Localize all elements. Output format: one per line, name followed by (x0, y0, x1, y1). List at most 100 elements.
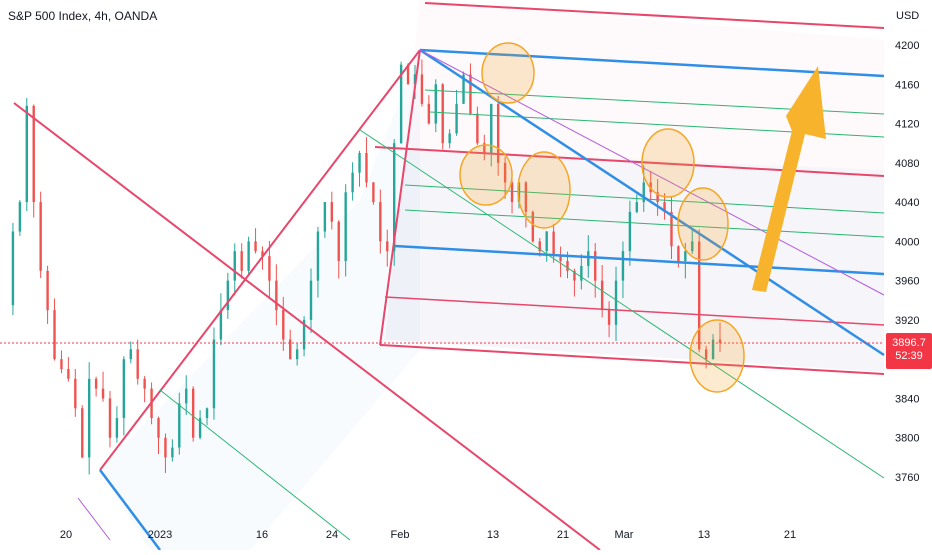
candle-body (164, 437, 167, 458)
green-diagonal (359, 129, 885, 479)
pitchfork-fill-channel (385, 150, 884, 372)
candle-body (379, 202, 382, 242)
candle-body (358, 153, 361, 173)
highlight-circle (517, 151, 571, 229)
pink-line-top (424, 2, 885, 29)
candle-body (101, 388, 105, 399)
candle-body (566, 261, 569, 271)
candle-body (171, 447, 174, 458)
highlight-circle (481, 42, 535, 104)
candle-body (392, 143, 396, 252)
candle-body (240, 251, 243, 271)
candle-body (198, 418, 202, 438)
candle-body (87, 378, 91, 458)
candle-body (399, 64, 403, 144)
candle-body (337, 221, 340, 261)
y-tick-label: 3960 (895, 276, 919, 288)
price-axis[interactable]: 3760380038403880392039604000404040804120… (895, 40, 919, 484)
candle-body (594, 251, 597, 281)
candle-body (455, 103, 458, 134)
candle-body (386, 241, 389, 252)
candle-body (11, 231, 15, 306)
x-tick-label: 24 (326, 529, 338, 541)
highlight-circle (641, 128, 695, 198)
candle-body (233, 251, 236, 281)
pitchfork-handle-lower (99, 469, 161, 551)
green-line-4 (404, 209, 885, 238)
x-tick-label: 13 (698, 529, 710, 541)
purple-diagonal (419, 49, 885, 296)
x-tick-label: 20 (60, 529, 72, 541)
candle-body (309, 280, 313, 320)
candle-body (614, 280, 618, 325)
candle-body (136, 349, 139, 379)
candle-body (635, 202, 639, 212)
candle-body (413, 74, 417, 85)
candle-body (157, 418, 160, 438)
x-tick-label: 16 (256, 529, 268, 541)
candle-body (462, 74, 465, 104)
candle-body (226, 280, 230, 311)
pink-trendline-long (13, 102, 601, 551)
candle-body (18, 202, 22, 232)
candle-body (122, 359, 126, 419)
candle-body (254, 241, 257, 252)
candle-body (330, 202, 334, 222)
candle-body (587, 251, 590, 266)
pitchfork-handle (99, 49, 421, 471)
candle-body (711, 339, 715, 360)
last-price-value: 3896.7 (892, 337, 926, 349)
purple-line-lower (77, 497, 111, 541)
candle-body (600, 280, 604, 311)
highlight-circle (459, 144, 513, 206)
x-tick-label: 21 (557, 529, 569, 541)
candle-body (510, 182, 514, 203)
candle-body (517, 182, 521, 203)
pitchfork-handle-to-top (379, 49, 421, 346)
candle-body (94, 378, 98, 389)
candle-body (538, 241, 541, 252)
candle-body (573, 270, 576, 281)
candle-body (372, 182, 375, 203)
candle-body (178, 403, 181, 448)
y-tick-label: 3760 (895, 472, 919, 484)
candle-body (524, 182, 528, 212)
candle-body (420, 74, 424, 104)
candle-body (490, 103, 493, 153)
candle-body (115, 418, 119, 438)
green-line-lower (159, 389, 351, 541)
highlight-circle (689, 319, 745, 393)
time-axis[interactable]: 20 2023 16 24 Feb 13 21 Mar 13 21 (60, 529, 796, 541)
y-tick-label: 3840 (895, 393, 919, 405)
candle-body (191, 388, 195, 438)
x-tick-label: Feb (391, 529, 410, 541)
candle-body (670, 211, 673, 247)
blue-line-upper (419, 48, 885, 78)
candle-body (677, 246, 680, 261)
candle-body (323, 202, 327, 232)
currency-label: USD (896, 10, 920, 22)
candle-body (143, 378, 146, 389)
chart-title: S&P 500 Index, 4h, OANDA (8, 9, 158, 23)
candle-body (718, 339, 722, 343)
highlight-circles (459, 42, 745, 393)
candle-body (691, 241, 694, 252)
candle-body (628, 211, 632, 252)
candle-body (351, 172, 354, 193)
pink-line-mid (374, 146, 885, 177)
candle-body (656, 192, 659, 203)
y-tick-label: 3920 (895, 315, 919, 327)
candle-body (545, 231, 548, 252)
candle-body (607, 310, 611, 325)
y-tick-label: 4080 (895, 158, 919, 170)
candle-body (663, 202, 666, 212)
candle-body (39, 202, 42, 271)
y-tick-label: 4160 (895, 79, 919, 91)
pink-line-low (384, 296, 885, 326)
candle-body (344, 192, 347, 261)
candle-body (268, 256, 271, 281)
candle-body (642, 182, 645, 203)
candle-body (476, 113, 479, 144)
